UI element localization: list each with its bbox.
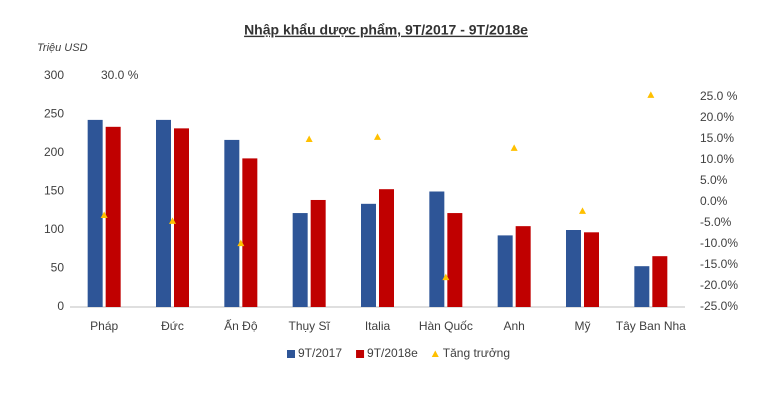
bar [429, 191, 445, 307]
marker [100, 211, 108, 219]
marker [237, 239, 245, 247]
bar [292, 213, 308, 307]
y-tick-label: 100 [44, 222, 64, 236]
bar [515, 226, 531, 307]
y-tick-label: 0 [57, 299, 64, 313]
bar [497, 235, 513, 307]
x-tick-label: Tây Ban Nha [616, 319, 686, 333]
x-tick-label: Italia [365, 319, 391, 333]
y2-tick-label: 20.0% [700, 110, 734, 124]
chart-title: Nhập khẩu dược phẩm, 9T/2017 - 9T/2018e [244, 22, 528, 38]
bar [634, 266, 650, 307]
bar [447, 213, 463, 307]
marker [374, 133, 381, 140]
y2-tick-label: 10.0% [700, 152, 734, 166]
y-tick-label: 50 [51, 261, 65, 275]
y2-tick-label: 30.0 % [101, 68, 139, 82]
marker [169, 217, 176, 224]
marker [647, 91, 655, 98]
bar [379, 189, 394, 307]
bar [652, 256, 668, 307]
x-tick-label: Mỹ [575, 319, 591, 333]
bar [242, 158, 258, 307]
y2-tick-label: -15.0% [700, 257, 738, 271]
y-tick-label: 150 [44, 184, 64, 198]
legend-swatch [431, 350, 439, 357]
y2-tick-label: 15.0% [700, 131, 734, 145]
bar [361, 203, 376, 307]
bar [584, 232, 599, 307]
y-tick-label: 250 [44, 107, 64, 121]
legend-swatch [287, 350, 295, 358]
y2-tick-label: -20.0% [700, 278, 738, 292]
legend-label: Tăng trưởng [443, 346, 510, 360]
y-axis-label: Triệu USD [37, 42, 88, 54]
x-tick-label: Hàn Quốc [419, 319, 473, 333]
bar [224, 139, 240, 307]
legend-swatch [356, 350, 365, 358]
y2-tick-label: -10.0% [700, 236, 738, 250]
legend-label: 9T/2017 [298, 346, 342, 360]
y2-tick-label: -25.0% [700, 299, 738, 313]
legend-label: 9T/2018e [367, 346, 418, 360]
bar [105, 126, 121, 307]
y-tick-label: 200 [44, 145, 64, 159]
marker [579, 207, 586, 214]
y-tick-label: 300 [44, 68, 64, 82]
y2-tick-label: 0.0% [700, 194, 728, 208]
x-tick-label: Ấn Độ [224, 318, 258, 333]
y2-tick-label: 25.0 % [700, 89, 738, 103]
bar [156, 119, 171, 307]
marker [442, 273, 450, 281]
marker [305, 135, 313, 142]
x-tick-label: Đức [161, 319, 184, 333]
bar [87, 119, 103, 307]
y2-tick-label: -5.0% [700, 215, 732, 229]
y2-tick-label: 5.0% [700, 173, 728, 187]
x-tick-label: Pháp [90, 319, 118, 333]
bar [310, 199, 326, 307]
x-tick-label: Anh [503, 319, 524, 333]
x-tick-label: Thụy Sĩ [288, 319, 330, 333]
marker [510, 144, 518, 151]
bar [174, 128, 189, 307]
bar [566, 230, 581, 307]
